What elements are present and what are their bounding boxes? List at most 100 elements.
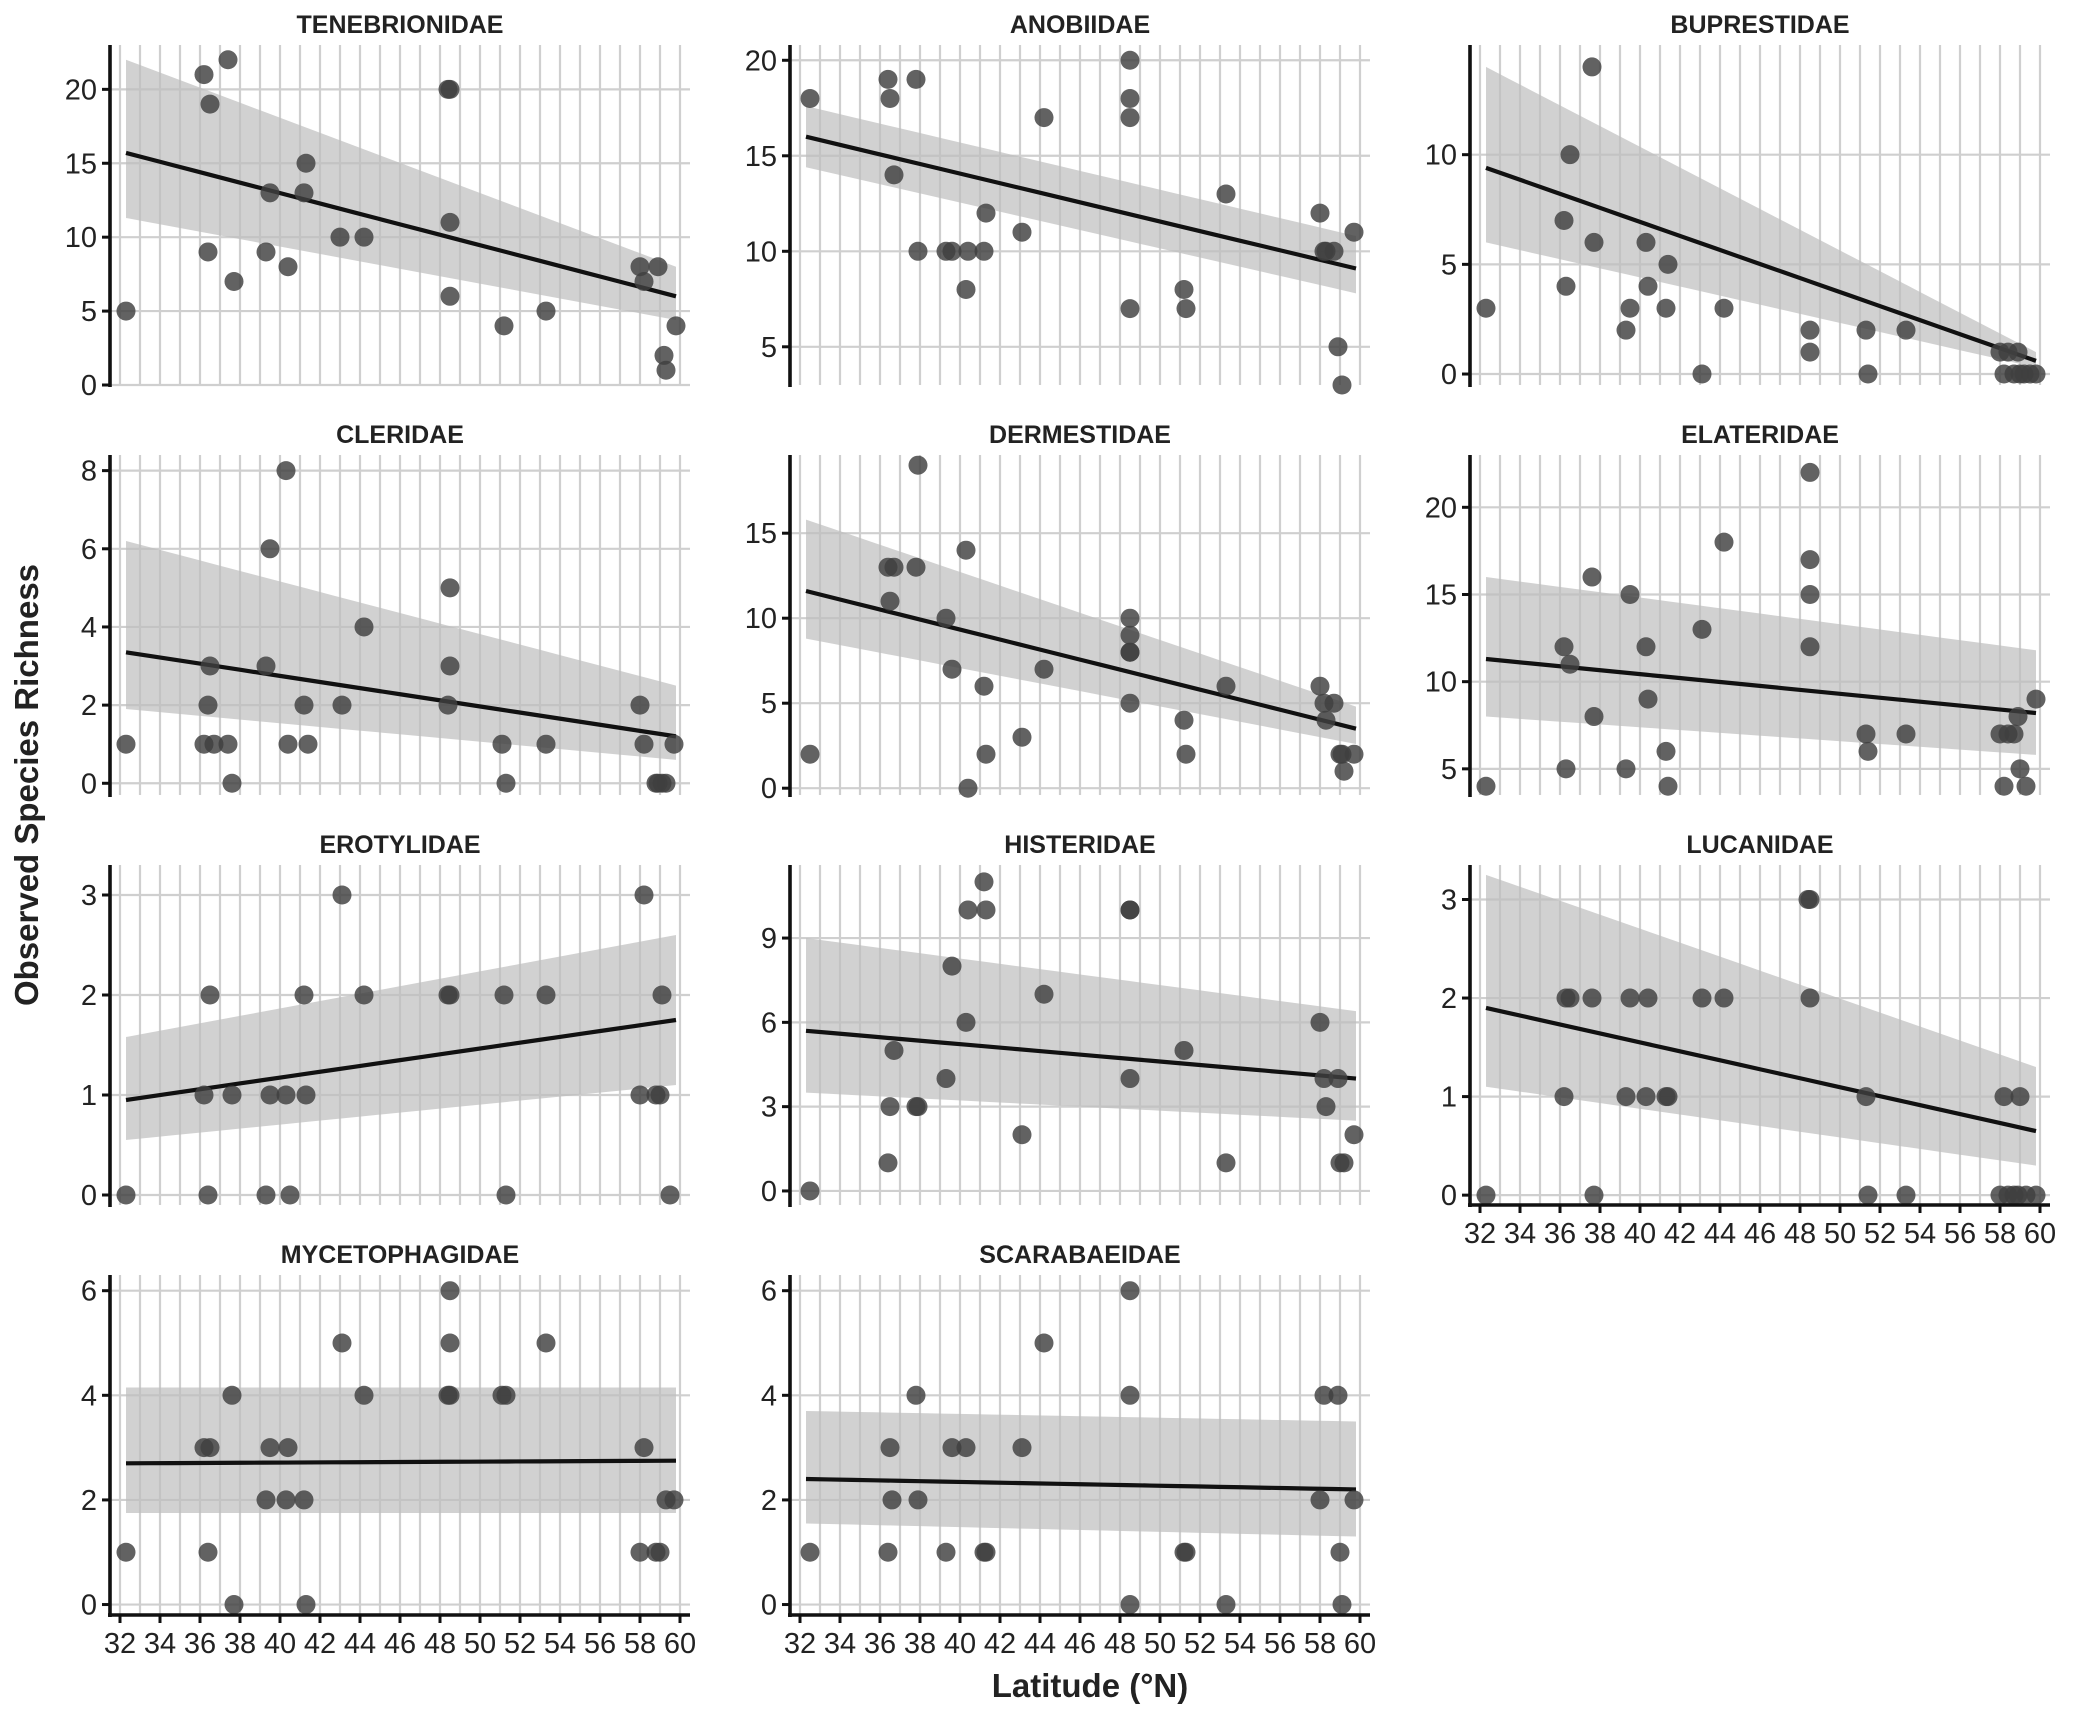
data-point — [2004, 1185, 2024, 1205]
data-point — [664, 1490, 684, 1510]
data-point — [298, 734, 318, 754]
x-tick-label: 46 — [1064, 1628, 1096, 1660]
data-point — [1034, 984, 1054, 1004]
x-tick-label: 56 — [1944, 1218, 1976, 1250]
y-tick-label: 0 — [81, 370, 97, 402]
data-point — [198, 1185, 218, 1205]
data-point — [906, 69, 926, 89]
x-tick-label: 46 — [384, 1628, 416, 1660]
y-tick-label: 15 — [65, 148, 97, 180]
data-point — [218, 50, 238, 70]
data-point — [1798, 889, 1818, 909]
y-tick-label: 20 — [745, 45, 777, 77]
data-point — [630, 257, 650, 277]
data-point — [492, 734, 512, 754]
y-tick-label: 2 — [81, 980, 97, 1012]
fit-line — [125, 150, 677, 299]
data-point — [1216, 184, 1236, 204]
data-point — [1714, 988, 1734, 1008]
data-point — [536, 734, 556, 754]
data-point — [1174, 279, 1194, 299]
data-point — [222, 1385, 242, 1405]
data-point — [1856, 1087, 1876, 1107]
data-point — [878, 69, 898, 89]
data-point — [1584, 232, 1604, 252]
data-point — [1800, 988, 1820, 1008]
data-point — [1856, 320, 1876, 340]
x-tick-label: 60 — [664, 1628, 696, 1660]
y-tick-label: 15 — [745, 518, 777, 550]
panel-erotylidae: EROTYLIDAE 0 1 2 3 — [81, 831, 690, 1212]
y-tick-label: 3 — [1441, 884, 1457, 916]
data-point — [438, 1385, 458, 1405]
data-point — [218, 734, 238, 754]
data-point — [882, 1490, 902, 1510]
x-tick-label: 36 — [864, 1628, 896, 1660]
y-tick-label: 0 — [81, 1590, 97, 1622]
data-point — [1554, 637, 1574, 657]
data-point — [634, 1438, 654, 1458]
data-point — [332, 1333, 352, 1353]
data-point — [1858, 741, 1878, 761]
y-tick-label: 2 — [81, 690, 97, 722]
data-point — [1216, 1595, 1236, 1615]
data-point — [1332, 744, 1352, 764]
data-point — [1636, 1087, 1656, 1107]
data-point — [648, 257, 668, 277]
data-point — [884, 165, 904, 185]
data-point — [440, 578, 460, 598]
data-point — [654, 345, 674, 365]
data-point — [1344, 1490, 1364, 1510]
data-point — [648, 773, 668, 793]
data-point — [880, 591, 900, 611]
data-point — [936, 1069, 956, 1089]
x-tick-label: 56 — [584, 1628, 616, 1660]
data-point — [440, 1333, 460, 1353]
data-point — [1314, 1385, 1334, 1405]
data-point — [634, 885, 654, 905]
x-tick-label: 36 — [1544, 1218, 1576, 1250]
panel-title: LUCANIDAE — [1686, 831, 1833, 859]
data-point — [440, 1281, 460, 1301]
x-tick-label: 40 — [1624, 1218, 1656, 1250]
data-point — [1174, 1040, 1194, 1060]
data-point — [1584, 707, 1604, 727]
data-point — [296, 1595, 316, 1615]
x-tick-label: 32 — [1464, 1218, 1496, 1250]
data-point — [1582, 988, 1602, 1008]
data-point — [278, 257, 298, 277]
y-tick-label: 0 — [761, 773, 777, 805]
data-point — [1476, 298, 1496, 318]
data-point — [1120, 1069, 1140, 1089]
data-point — [878, 1153, 898, 1173]
data-point — [2016, 776, 2036, 796]
data-point — [198, 695, 218, 715]
panel-title: EROTYLIDAE — [319, 831, 480, 859]
data-point — [494, 316, 514, 336]
data-point — [976, 900, 996, 920]
data-point — [1714, 532, 1734, 552]
data-point — [536, 1333, 556, 1353]
y-tick-label: 1 — [1441, 1082, 1457, 1114]
panel-histeridae: HISTERIDAE 0 3 6 9 — [761, 831, 1370, 1208]
y-tick-label: 8 — [81, 456, 97, 488]
data-point — [294, 695, 314, 715]
data-point — [1658, 254, 1678, 274]
data-point — [280, 1185, 300, 1205]
panel-grid: TENEBRIONIDAE05101520ANOBIIDAE5101520BUP… — [65, 11, 2056, 1660]
y-tick-label: 2 — [761, 1485, 777, 1517]
y-tick-label: 10 — [1425, 140, 1457, 172]
data-point — [1012, 1125, 1032, 1145]
data-point — [354, 1385, 374, 1405]
panel-title: BUPRESTIDAE — [1670, 11, 1849, 39]
data-point — [198, 242, 218, 262]
data-point — [2008, 342, 2028, 362]
x-tick-label: 48 — [1104, 1628, 1136, 1660]
data-point — [660, 1185, 680, 1205]
data-point — [630, 1085, 650, 1105]
data-point — [656, 360, 676, 380]
data-point — [276, 461, 296, 481]
data-point — [942, 956, 962, 976]
data-point — [1120, 299, 1140, 319]
data-point — [1800, 637, 1820, 657]
